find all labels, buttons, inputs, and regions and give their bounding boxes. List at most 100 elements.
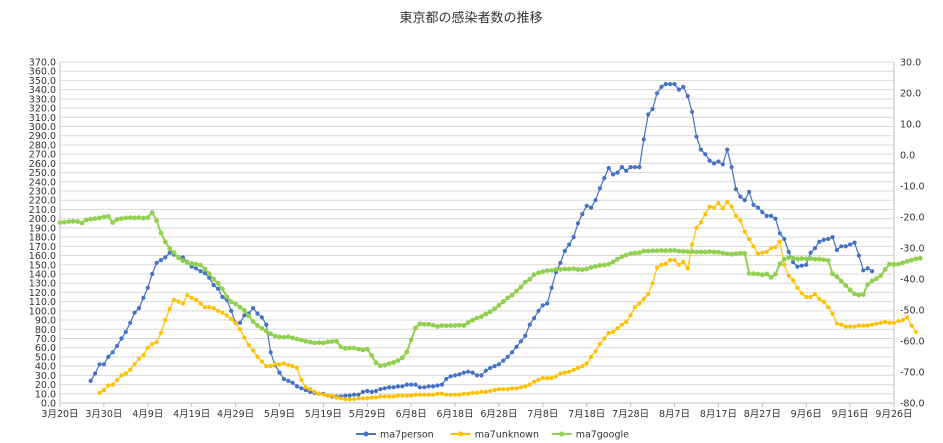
data-point-ma7google [206, 271, 212, 277]
data-point-ma7person [448, 374, 453, 379]
data-point-ma7person [615, 170, 620, 175]
data-point-ma7unknown [413, 392, 418, 397]
data-point-ma7unknown [769, 246, 774, 251]
data-point-ma7google [70, 218, 76, 224]
data-point-ma7unknown [611, 329, 616, 335]
data-point-ma7google [825, 258, 831, 263]
data-point-ma7unknown [264, 364, 269, 369]
data-point-ma7google [790, 255, 796, 261]
data-point-ma7person [632, 165, 638, 170]
data-point-ma7google [136, 215, 142, 221]
data-point-ma7unknown [325, 393, 330, 398]
data-point-ma7unknown [448, 392, 453, 397]
data-point-ma7person [518, 339, 524, 344]
data-point-ma7unknown [887, 320, 892, 325]
data-point-ma7person [725, 147, 730, 152]
data-point-ma7google [154, 218, 160, 224]
data-point-ma7unknown [387, 394, 392, 399]
data-point-ma7person [409, 382, 414, 387]
data-point-ma7google [242, 307, 247, 313]
data-point-ma7unknown [742, 229, 747, 234]
data-point-ma7unknown [830, 311, 835, 316]
data-point-ma7person [474, 373, 480, 378]
data-point-ma7person [404, 382, 409, 387]
data-point-ma7person [804, 262, 809, 267]
data-point-ma7person [128, 320, 133, 325]
data-point-ma7google [676, 248, 682, 254]
data-point-ma7unknown [545, 376, 550, 381]
data-point-ma7google [496, 303, 502, 308]
x-tick-label: 5月19日 [305, 409, 342, 420]
data-point-ma7person [685, 94, 690, 99]
data-point-ma7unknown [690, 242, 695, 247]
y-left-tick-label: 10.0 [35, 389, 56, 400]
data-point-ma7person [589, 205, 594, 210]
y-left-tick-label: 320.0 [29, 104, 56, 115]
data-point-ma7unknown [356, 396, 361, 401]
data-point-ma7person [760, 210, 765, 215]
data-point-ma7person [281, 376, 286, 382]
legend-item-ma7person: ma7person [356, 430, 434, 441]
data-point-ma7person [141, 295, 146, 300]
data-point-ma7person [294, 384, 300, 389]
data-point-ma7unknown [703, 212, 708, 217]
data-point-ma7person [782, 236, 787, 242]
data-point-ma7person [167, 250, 172, 255]
data-point-ma7google [66, 219, 72, 225]
data-point-ma7unknown [615, 326, 620, 331]
data-point-ma7google [184, 260, 190, 265]
y-left-tick-label: 210.0 [29, 205, 56, 216]
data-point-ma7unknown [913, 329, 919, 335]
data-point-ma7person [536, 308, 541, 313]
y-right-tick-label: 30.0 [900, 58, 921, 69]
data-point-ma7person [549, 285, 554, 290]
y-left-tick-label: 310.0 [29, 113, 56, 124]
data-point-ma7unknown [224, 313, 229, 318]
data-point-ma7unknown [637, 301, 642, 306]
data-point-ma7unknown [347, 397, 352, 402]
data-point-ma7google [505, 295, 511, 301]
data-point-ma7person [194, 266, 199, 271]
data-point-ma7person [501, 358, 506, 363]
data-point-ma7google [364, 346, 370, 352]
data-point-ma7person [856, 253, 862, 258]
data-point-ma7person [202, 271, 207, 276]
data-point-ma7person [251, 306, 256, 311]
data-point-ma7unknown [466, 391, 471, 396]
data-point-ma7person [650, 106, 655, 112]
data-point-ma7unknown [764, 249, 769, 254]
data-point-ma7unknown [575, 365, 581, 371]
data-point-ma7person [624, 168, 629, 173]
data-point-ma7person [593, 198, 598, 203]
data-point-ma7unknown [312, 389, 317, 394]
data-point-ma7person [540, 303, 545, 308]
x-tick-label: 7月28日 [612, 409, 649, 420]
data-point-ma7google [263, 328, 269, 334]
y-left-tick-label: 180.0 [29, 233, 56, 244]
x-tick-label: 5月9日 [264, 409, 295, 420]
data-point-ma7google [645, 248, 651, 254]
data-point-ma7unknown [720, 206, 725, 211]
data-point-ma7person [492, 364, 497, 369]
data-point-ma7person [110, 350, 115, 355]
data-point-ma7person [369, 389, 374, 394]
data-point-ma7unknown [431, 392, 436, 397]
data-point-ma7person [514, 344, 519, 349]
legend-label: ma7person [380, 430, 434, 441]
y-left-tick-label: 300.0 [29, 122, 56, 133]
data-point-ma7google [597, 263, 603, 268]
data-point-ma7unknown [290, 364, 295, 369]
data-point-ma7google [474, 315, 480, 321]
y-left-tick-label: 220.0 [29, 196, 56, 207]
data-point-ma7google [601, 262, 607, 268]
data-point-ma7unknown [136, 356, 142, 361]
data-point-ma7unknown [185, 293, 190, 298]
data-point-ma7google [698, 249, 704, 255]
y-left-tick-label: 350.0 [29, 76, 56, 87]
data-point-ma7person [439, 382, 444, 387]
data-point-ma7google [400, 355, 405, 361]
data-point-ma7google [62, 219, 67, 225]
y-left-tick-label: 80.0 [35, 325, 56, 336]
data-point-ma7person [790, 259, 796, 265]
data-point-ma7person [123, 329, 128, 335]
